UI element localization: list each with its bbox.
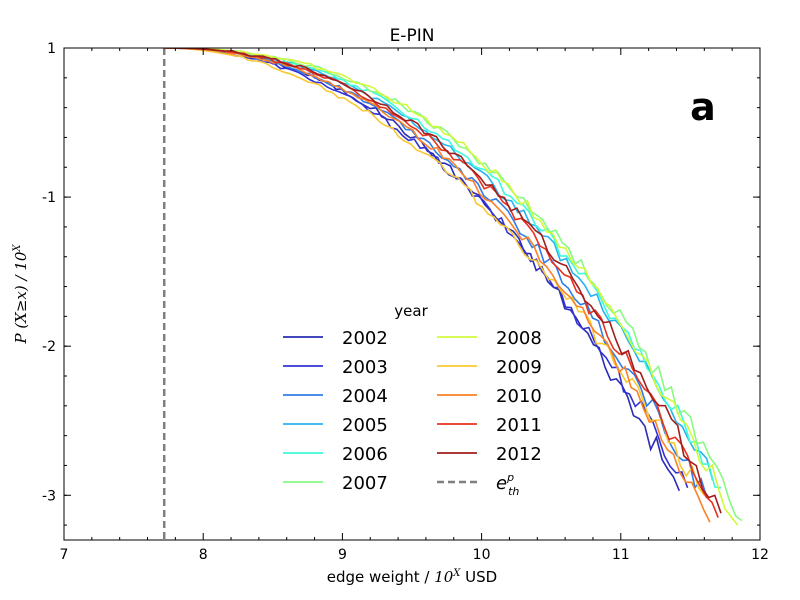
legend-label: 2008 bbox=[496, 328, 542, 349]
legend-label: 2004 bbox=[342, 386, 388, 407]
legend-label: 2010 bbox=[496, 386, 542, 407]
y-tick-label: -2 bbox=[42, 339, 56, 355]
y-tick-label: -1 bbox=[42, 190, 56, 206]
series-line-2007 bbox=[164, 48, 743, 522]
legend-label: 2012 bbox=[496, 444, 542, 465]
series-line-2005 bbox=[164, 48, 714, 481]
legend-label: 2007 bbox=[342, 473, 388, 494]
series-line-2010 bbox=[164, 48, 711, 523]
series-line-2003 bbox=[164, 48, 689, 489]
x-tick-label: 10 bbox=[473, 547, 491, 563]
legend-label: 2009 bbox=[496, 357, 542, 378]
legend-label: 2011 bbox=[496, 415, 542, 436]
series-line-2011 bbox=[164, 48, 719, 518]
x-tick-label: 11 bbox=[612, 547, 630, 563]
axes: 7 8 9 10 11 12 1 -1 -2 -3 bbox=[42, 41, 769, 563]
x-tick-label: 8 bbox=[199, 547, 208, 563]
x-axis-label: edge weight / 10X USD bbox=[327, 568, 497, 586]
legend-label: 2002 bbox=[342, 328, 388, 349]
panel-label: a bbox=[690, 85, 716, 129]
series-line-2006 bbox=[164, 48, 722, 489]
series-line-2008 bbox=[164, 48, 739, 526]
legend-label: ep th bbox=[496, 471, 519, 498]
x-tick-label: 12 bbox=[751, 547, 769, 563]
legend-title: year bbox=[394, 302, 428, 320]
plot-frame bbox=[63, 47, 761, 541]
x-tick-label: 7 bbox=[60, 547, 69, 563]
legend-label: 2003 bbox=[342, 357, 388, 378]
y-axis-label: P (X≥x) / 10X bbox=[12, 244, 30, 345]
plot-area bbox=[162, 48, 743, 540]
series-line-2004 bbox=[164, 48, 708, 499]
legend: year 2002 2003 2004 2005 2006 2007 2008 2009 201… bbox=[283, 302, 542, 498]
x-tick-label: 9 bbox=[338, 547, 347, 563]
y-tick-label: -3 bbox=[42, 488, 56, 504]
chart-title: E-PIN bbox=[390, 26, 435, 46]
legend-label: 2005 bbox=[342, 415, 388, 436]
series-line-2009 bbox=[164, 48, 705, 496]
legend-label: 2006 bbox=[342, 444, 388, 465]
series-line-2012 bbox=[164, 48, 722, 514]
y-tick-label: 1 bbox=[47, 41, 56, 57]
